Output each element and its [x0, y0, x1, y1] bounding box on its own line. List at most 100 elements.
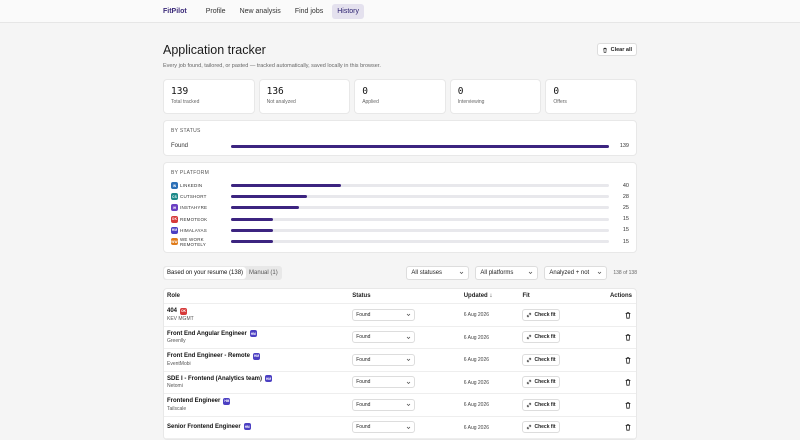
- check-fit-button[interactable]: Check fit: [522, 331, 560, 344]
- tab-manual[interactable]: Manual (1): [249, 269, 278, 276]
- platform-bar-fill: [231, 228, 273, 232]
- platform-label: CS CUTSHORT: [171, 193, 231, 201]
- check-fit-button[interactable]: Check fit: [522, 421, 560, 434]
- link-icon: [526, 379, 532, 385]
- updated-date: 6 Aug 2026: [463, 424, 490, 431]
- platform-row: HM HIMALAYAS 15: [171, 225, 629, 236]
- stat-value: 0: [362, 86, 368, 97]
- status-select[interactable]: Found: [352, 398, 416, 411]
- col-role-header[interactable]: Role: [167, 293, 181, 299]
- check-fit-label: Check fit: [534, 424, 556, 431]
- status-label: Found: [171, 143, 189, 149]
- table-row[interactable]: 404 OK KEV MGMT Found 6 Aug 2026 Check fit: [164, 304, 636, 327]
- link-icon: [526, 357, 532, 363]
- company-name: Tailscale: [167, 405, 187, 412]
- nav-new-analysis[interactable]: New analysis: [239, 7, 281, 15]
- status-value: Found: [356, 334, 371, 341]
- status-select[interactable]: Found: [352, 308, 416, 321]
- status-select[interactable]: Found: [352, 353, 416, 366]
- delete-trash-icon[interactable]: [624, 333, 632, 341]
- chevron-down-icon: [406, 380, 411, 385]
- actions-cell: [597, 401, 636, 409]
- delete-trash-icon[interactable]: [624, 423, 632, 431]
- clear-all-button[interactable]: Clear all: [596, 43, 637, 56]
- table-row[interactable]: SDE I - Frontend (Analytics team) HM Netom…: [164, 372, 636, 394]
- table-row[interactable]: Front End Engineer - Remote HM EventMobi Fo…: [164, 349, 636, 372]
- role-title[interactable]: Frontend Engineer: [167, 398, 221, 405]
- nav-profile[interactable]: Profile: [205, 7, 226, 15]
- stats-row: 139 Total tracked 136 Not analyzed 0 Applie…: [163, 79, 637, 114]
- col-updated-header[interactable]: Updated ↓: [463, 293, 493, 299]
- check-fit-button[interactable]: Check fit: [522, 353, 560, 366]
- role-cell: 404 OK KEV MGMT: [164, 307, 352, 322]
- status-select[interactable]: Found: [352, 331, 416, 344]
- role-cell: SDE I - Frontend (Analytics team) HM Netom…: [164, 375, 352, 389]
- platform-bar-fill: [231, 240, 273, 244]
- updated-cell: 6 Aug 2026: [464, 356, 523, 363]
- delete-trash-icon[interactable]: [624, 356, 632, 364]
- delete-trash-icon[interactable]: [624, 401, 632, 409]
- platform-bar-track: [231, 228, 609, 232]
- page-title: Application tracker: [163, 43, 266, 57]
- platform-count: 15: [622, 216, 629, 223]
- platform-count: 15: [622, 238, 629, 245]
- platform-count: 40: [622, 182, 629, 189]
- source-badge-icon: HM: [253, 352, 261, 360]
- nav-history[interactable]: History: [332, 3, 364, 19]
- status-value: Found: [356, 424, 371, 431]
- check-fit-button[interactable]: Check fit: [522, 398, 560, 411]
- company-name: EventMobi: [167, 360, 191, 367]
- status-cell: Found: [352, 331, 464, 344]
- role-title[interactable]: Front End Angular Engineer: [167, 330, 247, 337]
- stat-label: Offers: [553, 99, 567, 105]
- brand-logo[interactable]: FitPilot: [163, 7, 187, 15]
- status-count: 139: [619, 143, 629, 149]
- role-cell: Senior Frontend Engineer HM: [164, 423, 352, 431]
- status-select[interactable]: Found: [352, 376, 416, 389]
- stat-offers: 0 Offers: [545, 79, 637, 114]
- nav-find-jobs[interactable]: Find jobs: [294, 7, 324, 15]
- updated-date: 6 Aug 2026: [463, 402, 490, 409]
- delete-trash-icon[interactable]: [624, 311, 632, 319]
- platform-label: HM HIMALAYAS: [171, 226, 231, 234]
- table-row[interactable]: Front End Angular Engineer HM Greenlly Foun…: [164, 327, 636, 349]
- analysis-filter-value: Analyzed + not: [549, 269, 590, 276]
- col-status-header[interactable]: Status: [352, 293, 371, 299]
- link-icon: [526, 334, 532, 340]
- link-icon: [526, 312, 532, 318]
- company-name: KEV MGMT: [167, 315, 194, 322]
- chevron-down-icon: [406, 425, 411, 430]
- role-title-wrap: SDE I - Frontend (Analytics team) HM: [167, 375, 352, 383]
- status-value: Found: [356, 379, 371, 386]
- check-fit-button[interactable]: Check fit: [522, 376, 560, 389]
- status-cell: Found: [352, 421, 464, 434]
- role-title[interactable]: Senior Frontend Engineer: [167, 423, 241, 430]
- table-header: Role Status Updated ↓ Fit Actions: [164, 289, 636, 304]
- link-icon: [526, 402, 532, 408]
- analysis-filter-select[interactable]: Analyzed + not: [544, 265, 608, 280]
- role-title[interactable]: Front End Engineer - Remote: [167, 353, 251, 360]
- role-title[interactable]: 404: [167, 308, 178, 315]
- platform-name: LINKEDIN: [180, 183, 203, 189]
- role-title[interactable]: SDE I - Frontend (Analytics team): [167, 375, 263, 382]
- fit-cell: Check fit: [522, 308, 597, 321]
- table-row[interactable]: Senior Frontend Engineer HM Found 6 Aug 202…: [164, 417, 636, 439]
- platform-bar-track: [231, 184, 609, 188]
- platform-count: 15: [622, 227, 629, 234]
- updated-date: 6 Aug 2026: [463, 312, 490, 319]
- delete-trash-icon[interactable]: [624, 378, 632, 386]
- chevron-down-icon: [597, 270, 602, 275]
- fit-cell: Check fit: [522, 353, 597, 366]
- source-segmented-control: Based on your resume (138) Manual (1): [163, 265, 282, 280]
- status-filter-select[interactable]: All statuses: [406, 265, 470, 280]
- platform-filter-select[interactable]: All platforms: [475, 265, 539, 280]
- check-fit-button[interactable]: Check fit: [522, 308, 560, 321]
- table-row[interactable]: Frontend Engineer HM Tailscale Found 6 Aug 2…: [164, 394, 636, 417]
- status-select[interactable]: Found: [352, 421, 416, 434]
- filters-row: Based on your resume (138) Manual (1) Al…: [163, 265, 637, 280]
- fit-cell: Check fit: [522, 398, 597, 411]
- fit-cell: Check fit: [522, 376, 597, 389]
- platform-name: WE WORK REMOTELY: [179, 236, 206, 247]
- status-bar-track: [231, 144, 609, 148]
- tab-based-on-resume[interactable]: Based on your resume (138): [164, 266, 247, 279]
